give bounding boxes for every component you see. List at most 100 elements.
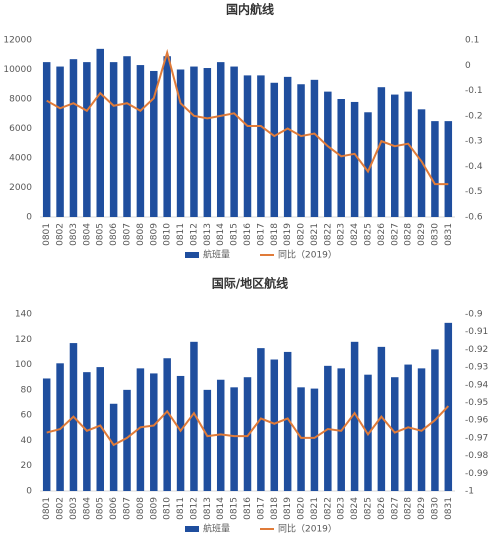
y-tick-label: 140 (15, 310, 32, 320)
x-tick-label: 0823 (337, 223, 347, 246)
bar (391, 377, 399, 491)
bar (310, 388, 319, 491)
bar (243, 377, 252, 491)
bar (203, 68, 212, 218)
x-tick-label: 0819 (283, 497, 293, 520)
x-tick-label: 0806 (109, 223, 119, 246)
x-tick-label: 0801 (42, 223, 52, 246)
x-tick-label: 0813 (203, 223, 213, 246)
y-tick-label: 4000 (9, 154, 32, 164)
y2-tick-label: -0.1 (465, 86, 483, 96)
x-tick-label: 0816 (243, 223, 253, 246)
bar (163, 56, 171, 217)
bar (56, 363, 64, 491)
y-tick-label: 8000 (9, 95, 32, 105)
x-tick-label: 0828 (404, 223, 414, 246)
legend-swatch (185, 526, 199, 532)
y2-tick-label: -0.4 (465, 162, 483, 172)
y2-tick-label: -0.97 (465, 433, 488, 443)
x-tick-label: 0819 (283, 223, 293, 246)
x-tick-label: 0803 (69, 497, 79, 520)
x-tick-label: 0816 (243, 497, 253, 520)
bar (190, 341, 198, 491)
y2-tick-label: -0.9 (465, 310, 483, 320)
x-tick-label: 0811 (176, 497, 186, 520)
bar (42, 62, 51, 217)
x-tick-label: 0822 (323, 223, 333, 246)
bar (230, 387, 238, 491)
y-tick-label: 40 (21, 436, 33, 446)
legend-label: 航班量 (203, 523, 230, 535)
bar (136, 65, 145, 217)
y2-tick-label: -0.94 (465, 380, 489, 390)
x-tick-label: 0804 (82, 497, 92, 520)
bar (163, 358, 171, 491)
y-tick-label: 60 (21, 411, 33, 421)
x-tick-label: 0809 (149, 497, 159, 520)
y-tick-label: 120 (15, 335, 32, 345)
bar (216, 62, 225, 217)
chart: 国内航线 0 2000 4000 6000 8000 10000 12000 0.1 0 -0.1 -… (3, 2, 482, 261)
bar (150, 373, 158, 491)
bar (377, 87, 386, 217)
y2-tick-label: -0.99 (465, 469, 489, 479)
x-tick-label: 0820 (297, 497, 307, 520)
bar (391, 94, 399, 217)
x-tick-label: 0817 (256, 497, 266, 520)
x-tick-label: 0826 (377, 497, 387, 520)
x-tick-label: 0808 (136, 223, 146, 246)
x-tick-label: 0807 (123, 223, 133, 246)
y-tick-label: 80 (21, 385, 33, 395)
bar (96, 48, 104, 217)
legend-label: 航班量 (203, 249, 230, 261)
bar (364, 112, 372, 217)
y-tick-label: 2000 (9, 183, 32, 193)
bar (42, 378, 51, 491)
bar (350, 101, 359, 217)
y-tick-label: 100 (15, 360, 32, 370)
x-tick-label: 0802 (56, 497, 66, 520)
x-tick-label: 0821 (310, 497, 320, 520)
x-tick-label: 0804 (82, 223, 92, 246)
x-tick-label: 0815 (230, 223, 240, 246)
x-tick-label: 0830 (430, 497, 440, 520)
bar (136, 368, 145, 491)
x-tick-label: 0812 (189, 497, 199, 520)
bar (270, 359, 279, 491)
x-tick-label: 0814 (216, 223, 226, 246)
bar (324, 91, 332, 217)
x-tick-label: 0821 (310, 223, 320, 246)
x-tick-label: 0805 (96, 497, 106, 520)
y-tick-label: 0 (26, 213, 32, 223)
x-tick-label: 0815 (230, 497, 240, 520)
bar (109, 62, 118, 217)
bar (96, 367, 104, 491)
y2-tick-label: 0 (465, 61, 471, 71)
y2-tick-label: -0.92 (465, 345, 488, 355)
bar (444, 121, 453, 217)
bar (190, 66, 198, 217)
bar (176, 375, 185, 491)
line (46, 48, 449, 186)
bar (350, 341, 359, 491)
bar (377, 346, 386, 491)
bar (56, 66, 64, 217)
chart: 国际/地区航线 0 20 40 60 80 100 120 140 -0.9 -0.91 -0.92 -… (15, 276, 489, 535)
bar (243, 75, 252, 218)
x-tick-label: 0826 (377, 223, 387, 246)
y-tick-label: 20 (21, 461, 33, 471)
x-tick-label: 0812 (189, 223, 199, 246)
x-tick-label: 0807 (123, 497, 133, 520)
x-tick-label: 0814 (216, 497, 226, 520)
y2-tick-label: -0.6 (465, 213, 483, 223)
y2-tick-label: -0.96 (465, 416, 489, 426)
y-tick-label: 0 (26, 487, 32, 497)
y2-tick-label: -0.95 (465, 398, 488, 408)
y2-tick-label: -0.5 (465, 187, 483, 197)
bar (150, 70, 158, 217)
x-tick-label: 0820 (297, 223, 307, 246)
chart-title: 国际/地区航线 (212, 276, 288, 291)
y2-tick-label: -0.93 (465, 363, 488, 373)
bar (283, 76, 292, 217)
